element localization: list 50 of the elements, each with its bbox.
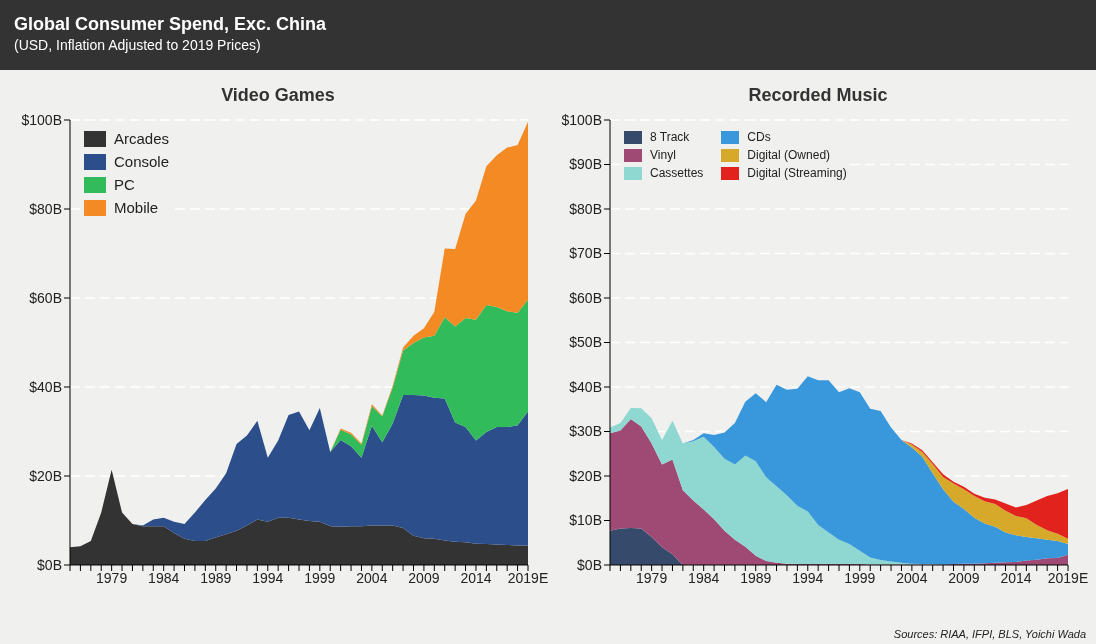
legend-label: PC — [114, 176, 135, 193]
x-tick-label: 2019E — [1047, 569, 1089, 586]
x-tick-label: 1989 — [740, 569, 772, 586]
x-tick-label: 1984 — [688, 569, 720, 586]
y-tick-label: $100B — [561, 111, 602, 128]
x-tick-label: 2009 — [408, 569, 440, 586]
x-tick-label: 1994 — [252, 569, 284, 586]
chart-title: Recorded Music — [747, 84, 889, 107]
legend-label: Mobile — [114, 199, 159, 216]
text: (USD, Inflation Adjusted to 2019 Prices) — [14, 37, 262, 53]
x-tick-label: 2009 — [948, 569, 980, 586]
text: Global Consumer Spend, Exc. China — [14, 14, 328, 35]
x-tick-label: 1979 — [636, 569, 668, 586]
x-tick-label: 1984 — [148, 569, 180, 586]
legend-label: Vinyl — [650, 148, 676, 162]
y-tick-label: $20B — [569, 467, 602, 484]
y-tick-label: $40B — [29, 378, 62, 395]
y-tick-label: $10B — [569, 512, 602, 529]
chart-title: Video Games — [220, 84, 336, 107]
y-tick-label: $60B — [29, 289, 62, 306]
x-tick-label: 1989 — [200, 569, 232, 586]
x-tick-label: 1999 — [304, 569, 336, 586]
x-tick-label: 1979 — [96, 569, 128, 586]
legend-label: Console — [114, 153, 170, 170]
x-tick-label: 2004 — [356, 569, 388, 586]
y-tick-label: $20B — [29, 467, 62, 484]
y-tick-label: $0B — [37, 556, 62, 573]
y-tick-label: $0B — [577, 556, 602, 573]
y-tick-label: $70B — [569, 245, 602, 262]
legend-label: Arcades — [114, 130, 170, 147]
y-tick-label: $80B — [29, 200, 62, 217]
y-tick-label: $90B — [569, 156, 602, 173]
legend-label: Digital (Owned) — [747, 148, 831, 162]
x-tick-label: 1999 — [844, 569, 876, 586]
x-tick-label: 2014 — [1000, 569, 1032, 586]
legend-label: CDs — [747, 130, 771, 144]
y-tick-label: $40B — [569, 378, 602, 395]
y-tick-label: $100B — [21, 111, 62, 128]
y-tick-label: $80B — [569, 200, 602, 217]
source-note: Sources: RIAA, IFPI, BLS, Yoichi Wada — [893, 628, 1086, 640]
y-tick-label: $60B — [569, 289, 602, 306]
y-tick-label: $50B — [569, 334, 602, 351]
legend-label: 8 Track — [650, 130, 690, 144]
y-tick-label: $30B — [569, 423, 602, 440]
x-tick-label: 2014 — [460, 569, 492, 586]
legend-label: Cassettes — [650, 166, 704, 180]
x-tick-label: 2004 — [896, 569, 928, 586]
x-tick-label: 2019E — [507, 569, 549, 586]
legend-label: Digital (Streaming) — [747, 166, 847, 180]
x-tick-label: 1994 — [792, 569, 824, 586]
